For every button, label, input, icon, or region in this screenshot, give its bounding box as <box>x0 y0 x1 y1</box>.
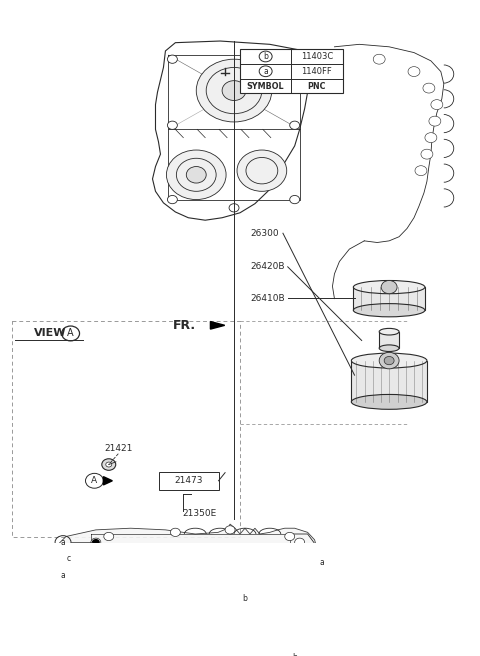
Text: 21473: 21473 <box>174 476 203 485</box>
Circle shape <box>92 539 100 546</box>
Circle shape <box>290 121 300 129</box>
Circle shape <box>166 600 175 608</box>
Text: b: b <box>242 594 247 603</box>
Bar <box>218 655 226 656</box>
Polygon shape <box>103 477 112 485</box>
Circle shape <box>307 565 316 573</box>
Text: 26410B: 26410B <box>251 294 285 302</box>
Text: a: a <box>60 571 65 580</box>
Text: 21421: 21421 <box>104 444 132 453</box>
Text: c: c <box>67 554 71 564</box>
Circle shape <box>307 549 316 557</box>
Circle shape <box>423 83 435 93</box>
Circle shape <box>170 528 180 537</box>
Circle shape <box>102 459 116 470</box>
Polygon shape <box>210 321 225 329</box>
Text: 11403C: 11403C <box>301 52 333 61</box>
Circle shape <box>421 149 433 159</box>
Circle shape <box>384 356 394 365</box>
Circle shape <box>167 150 226 199</box>
Circle shape <box>379 352 399 369</box>
Circle shape <box>425 133 437 142</box>
Circle shape <box>408 67 420 77</box>
Bar <box>351 361 427 402</box>
Circle shape <box>168 55 178 64</box>
Bar <box>353 287 425 310</box>
Circle shape <box>220 600 230 608</box>
Circle shape <box>85 576 93 583</box>
Circle shape <box>229 204 239 212</box>
Circle shape <box>106 462 112 467</box>
Text: VIEW: VIEW <box>34 329 66 338</box>
Circle shape <box>186 167 206 183</box>
Ellipse shape <box>379 345 399 352</box>
Text: PNC: PNC <box>308 81 326 91</box>
Circle shape <box>429 116 441 126</box>
Circle shape <box>290 195 300 204</box>
Ellipse shape <box>379 329 399 335</box>
Circle shape <box>284 560 292 566</box>
Bar <box>188 604 196 610</box>
Text: a: a <box>60 538 65 546</box>
Text: SYMBOL: SYMBOL <box>247 81 285 91</box>
Polygon shape <box>153 41 308 220</box>
Text: A: A <box>67 329 74 338</box>
Circle shape <box>168 121 178 129</box>
Circle shape <box>381 281 397 294</box>
Text: a: a <box>263 67 268 75</box>
Circle shape <box>86 642 96 649</box>
Circle shape <box>415 166 427 176</box>
Circle shape <box>91 538 101 546</box>
Circle shape <box>212 614 228 627</box>
Circle shape <box>196 59 272 122</box>
Circle shape <box>162 573 278 656</box>
Text: A: A <box>91 476 97 485</box>
Circle shape <box>104 533 114 541</box>
Ellipse shape <box>351 394 427 409</box>
Circle shape <box>222 81 246 100</box>
Text: a: a <box>319 558 324 567</box>
Text: 26300: 26300 <box>251 229 279 237</box>
Text: 21350E: 21350E <box>182 509 216 518</box>
Circle shape <box>300 560 310 569</box>
Text: FR.: FR. <box>173 319 196 332</box>
Ellipse shape <box>353 304 425 317</box>
Text: 26420B: 26420B <box>251 262 285 272</box>
Circle shape <box>431 100 443 110</box>
Text: b: b <box>263 52 268 61</box>
Text: b: b <box>292 653 297 656</box>
Bar <box>240 49 343 93</box>
Circle shape <box>237 150 287 192</box>
Bar <box>12 321 240 537</box>
Circle shape <box>373 54 385 64</box>
Circle shape <box>202 606 238 636</box>
Polygon shape <box>49 524 318 656</box>
Circle shape <box>285 533 295 541</box>
Bar <box>379 332 399 348</box>
Circle shape <box>225 525 235 534</box>
Ellipse shape <box>353 281 425 294</box>
Circle shape <box>168 195 178 204</box>
Text: 1140FF: 1140FF <box>301 67 332 75</box>
Ellipse shape <box>351 353 427 368</box>
Circle shape <box>295 538 305 546</box>
Circle shape <box>91 617 101 625</box>
Circle shape <box>290 55 300 64</box>
Bar <box>159 472 218 490</box>
Circle shape <box>275 600 285 608</box>
